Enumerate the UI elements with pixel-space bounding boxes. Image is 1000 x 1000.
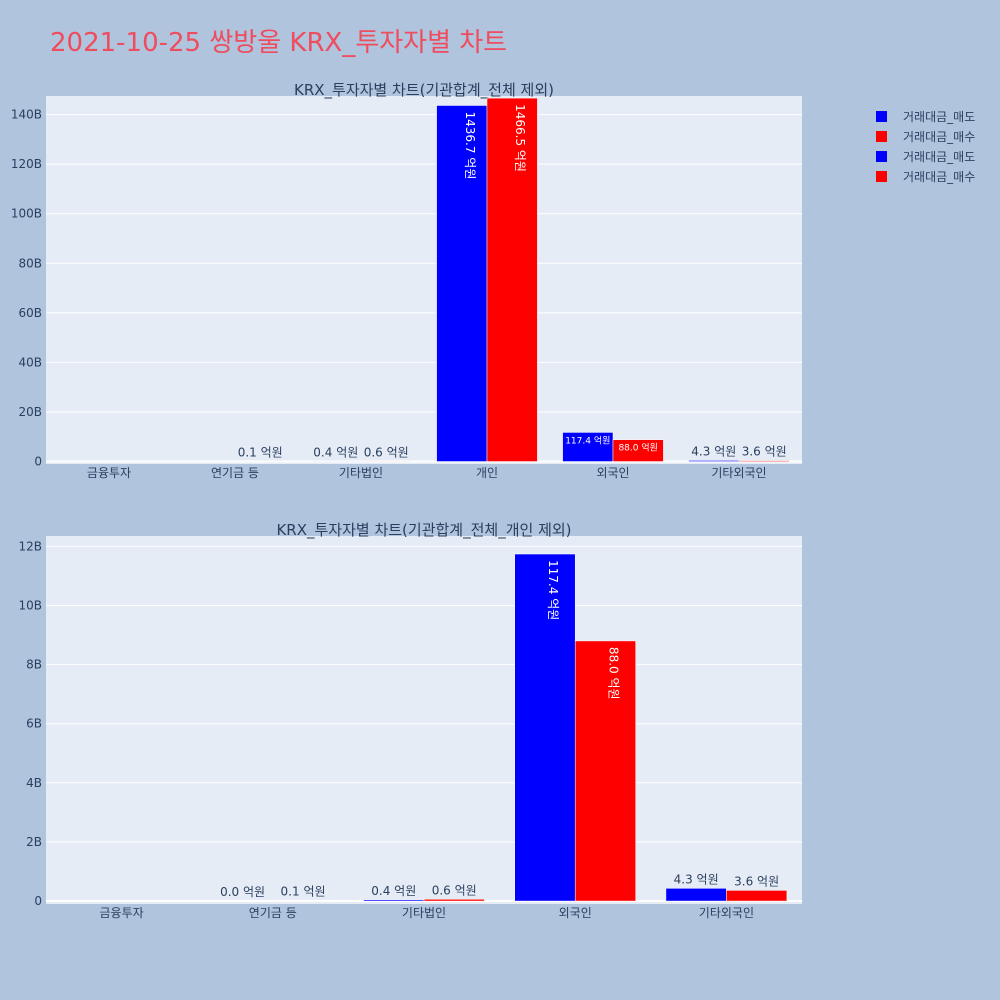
- data-label: 1436.7 억원: [463, 111, 477, 179]
- x-tick-label: 연기금 등: [249, 906, 297, 920]
- y-tick-label: 40B: [18, 355, 42, 369]
- bar: [738, 460, 790, 462]
- x-tick-label: 기타법인: [339, 466, 383, 480]
- bar: [574, 640, 636, 902]
- y-tick-label: 8B: [26, 658, 42, 672]
- legend-item[interactable]: 거래대금_매도: [876, 146, 975, 166]
- y-tick-label: 4B: [26, 776, 42, 790]
- data-label: 0.4 억원: [313, 445, 358, 459]
- data-label: 0.6 억원: [432, 883, 477, 897]
- data-label: 4.3 억원: [674, 872, 719, 886]
- legend-swatch: [876, 170, 887, 182]
- y-tick-label: 12B: [18, 539, 42, 553]
- legend-label: 거래대금_매수: [903, 129, 976, 144]
- data-label: 3.6 억원: [734, 874, 779, 888]
- data-label: 0.6 억원: [364, 445, 409, 459]
- data-label: 1466.5 억원: [513, 104, 527, 172]
- y-tick-label: 140B: [11, 108, 42, 122]
- y-tick-label: 100B: [11, 207, 42, 221]
- legend-swatch: [876, 110, 887, 122]
- legend-label: 거래대금_매도: [903, 149, 976, 164]
- bar: [688, 460, 740, 462]
- y-tick-label: 0: [34, 894, 42, 908]
- bar: [726, 890, 788, 902]
- x-tick-label: 금융투자: [87, 466, 131, 480]
- y-tick-label: 6B: [26, 717, 42, 731]
- bar: [514, 553, 576, 902]
- y-tick-label: 20B: [18, 405, 42, 419]
- x-tick-label: 기타외국인: [711, 466, 766, 480]
- legend-item[interactable]: 거래대금_매도: [876, 106, 975, 126]
- legend-label: 거래대금_매도: [903, 109, 976, 124]
- y-tick-label: 0: [34, 455, 42, 469]
- y-tick-label: 120B: [11, 157, 42, 171]
- bar: [612, 439, 664, 462]
- chart-1: 0 20B 40B 60B 80B 100B 120B 140B KRX_투자자별 차트(기관합…: [11, 81, 802, 480]
- data-label: 117.4 억원: [565, 434, 610, 446]
- data-label: 0.0 억원: [220, 885, 265, 899]
- x-tick-label: 기타법인: [402, 906, 446, 920]
- data-label: 88.0 억원: [618, 442, 657, 454]
- bar: [486, 97, 538, 462]
- legend[interactable]: 거래대금_매도 거래대금_매수 거래대금_매도 거래대금_매수: [876, 106, 975, 186]
- data-label: 88.0 억원: [606, 647, 620, 700]
- plot-area: [46, 536, 802, 904]
- data-label: 4.3 억원: [691, 444, 736, 458]
- x-tick-label: 금융투자: [100, 906, 144, 920]
- legend-item[interactable]: 거래대금_매수: [876, 166, 975, 186]
- legend-swatch: [876, 130, 887, 142]
- data-label: 0.4 억원: [371, 884, 416, 898]
- plot-area: [46, 96, 802, 464]
- page-title: 2021-10-25 쌍방울 KRX_투자자별 차트: [50, 28, 508, 58]
- legend-label: 거래대금_매수: [903, 169, 976, 184]
- data-label: 117.4 억원: [546, 560, 560, 620]
- data-label: 3.6 억원: [742, 445, 787, 459]
- x-tick-label: 연기금 등: [211, 466, 259, 480]
- bar: [562, 432, 614, 462]
- bar: [363, 899, 425, 902]
- legend-swatch: [876, 150, 887, 162]
- data-label: 0.1 억원: [281, 885, 326, 899]
- bar: [436, 105, 488, 462]
- chart-2: 0 2B 4B 6B 8B 10B 12B KRX_투자자별 차트(기관합계_전체_개인 제외…: [18, 521, 802, 920]
- chart-title: KRX_투자자별 차트(기관합계_전체_개인 제외): [276, 521, 571, 540]
- y-tick-label: 60B: [18, 306, 42, 320]
- y-tick-label: 80B: [18, 256, 42, 270]
- x-tick-label: 기타외국인: [699, 906, 754, 920]
- x-tick-label: 외국인: [559, 906, 592, 920]
- bar: [423, 899, 485, 902]
- legend-item[interactable]: 거래대금_매수: [876, 126, 975, 146]
- y-tick-label: 10B: [18, 598, 42, 612]
- x-tick-label: 개인: [476, 466, 498, 480]
- data-label: 0.1 억원: [238, 445, 283, 459]
- bar: [665, 888, 727, 902]
- x-tick-label: 외국인: [596, 466, 629, 480]
- y-tick-label: 2B: [26, 835, 42, 849]
- chart-title: KRX_투자자별 차트(기관합계_전체 제외): [294, 81, 554, 100]
